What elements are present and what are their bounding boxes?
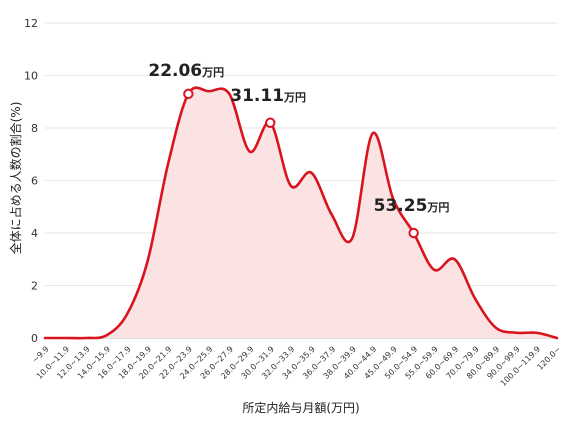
annotation-label: 53.25万円 xyxy=(374,196,450,216)
y-tick-label: 2 xyxy=(31,280,38,293)
annotation-marker xyxy=(408,227,419,239)
area-fill xyxy=(45,87,557,339)
series-line xyxy=(43,86,559,340)
annotation-marker xyxy=(265,117,276,128)
area-series xyxy=(43,86,559,340)
annotation-unit: 万円 xyxy=(201,66,224,79)
y-tick-label: 12 xyxy=(24,17,38,30)
y-axis-label: 全体に占める人数の割合(%) xyxy=(8,102,23,255)
annotation-value: 31.11 xyxy=(230,86,284,106)
y-tick-label: 4 xyxy=(31,227,38,240)
x-axis-ticks: ~9.910.0~11.912.0~13.914.0~15.916.0~17.9… xyxy=(31,345,563,388)
y-tick-label: 6 xyxy=(31,175,38,188)
annotation-value: 22.06 xyxy=(148,61,202,81)
annotation-marker xyxy=(183,88,194,100)
x-axis-label: 所定内給与月額(万円) xyxy=(242,400,359,415)
annotation-unit: 万円 xyxy=(283,91,306,104)
y-tick-label: 0 xyxy=(31,332,38,345)
annotation-label: 31.11万円 xyxy=(230,86,306,106)
annotation-label: 22.06万円 xyxy=(148,61,224,81)
y-tick-label: 8 xyxy=(31,122,38,135)
y-axis-ticks: 0 2 4 6 8 10 12 xyxy=(24,17,38,345)
annotation-value: 53.25 xyxy=(374,196,428,216)
y-tick-label: 10 xyxy=(24,70,38,83)
annotation-unit: 万円 xyxy=(426,201,449,214)
